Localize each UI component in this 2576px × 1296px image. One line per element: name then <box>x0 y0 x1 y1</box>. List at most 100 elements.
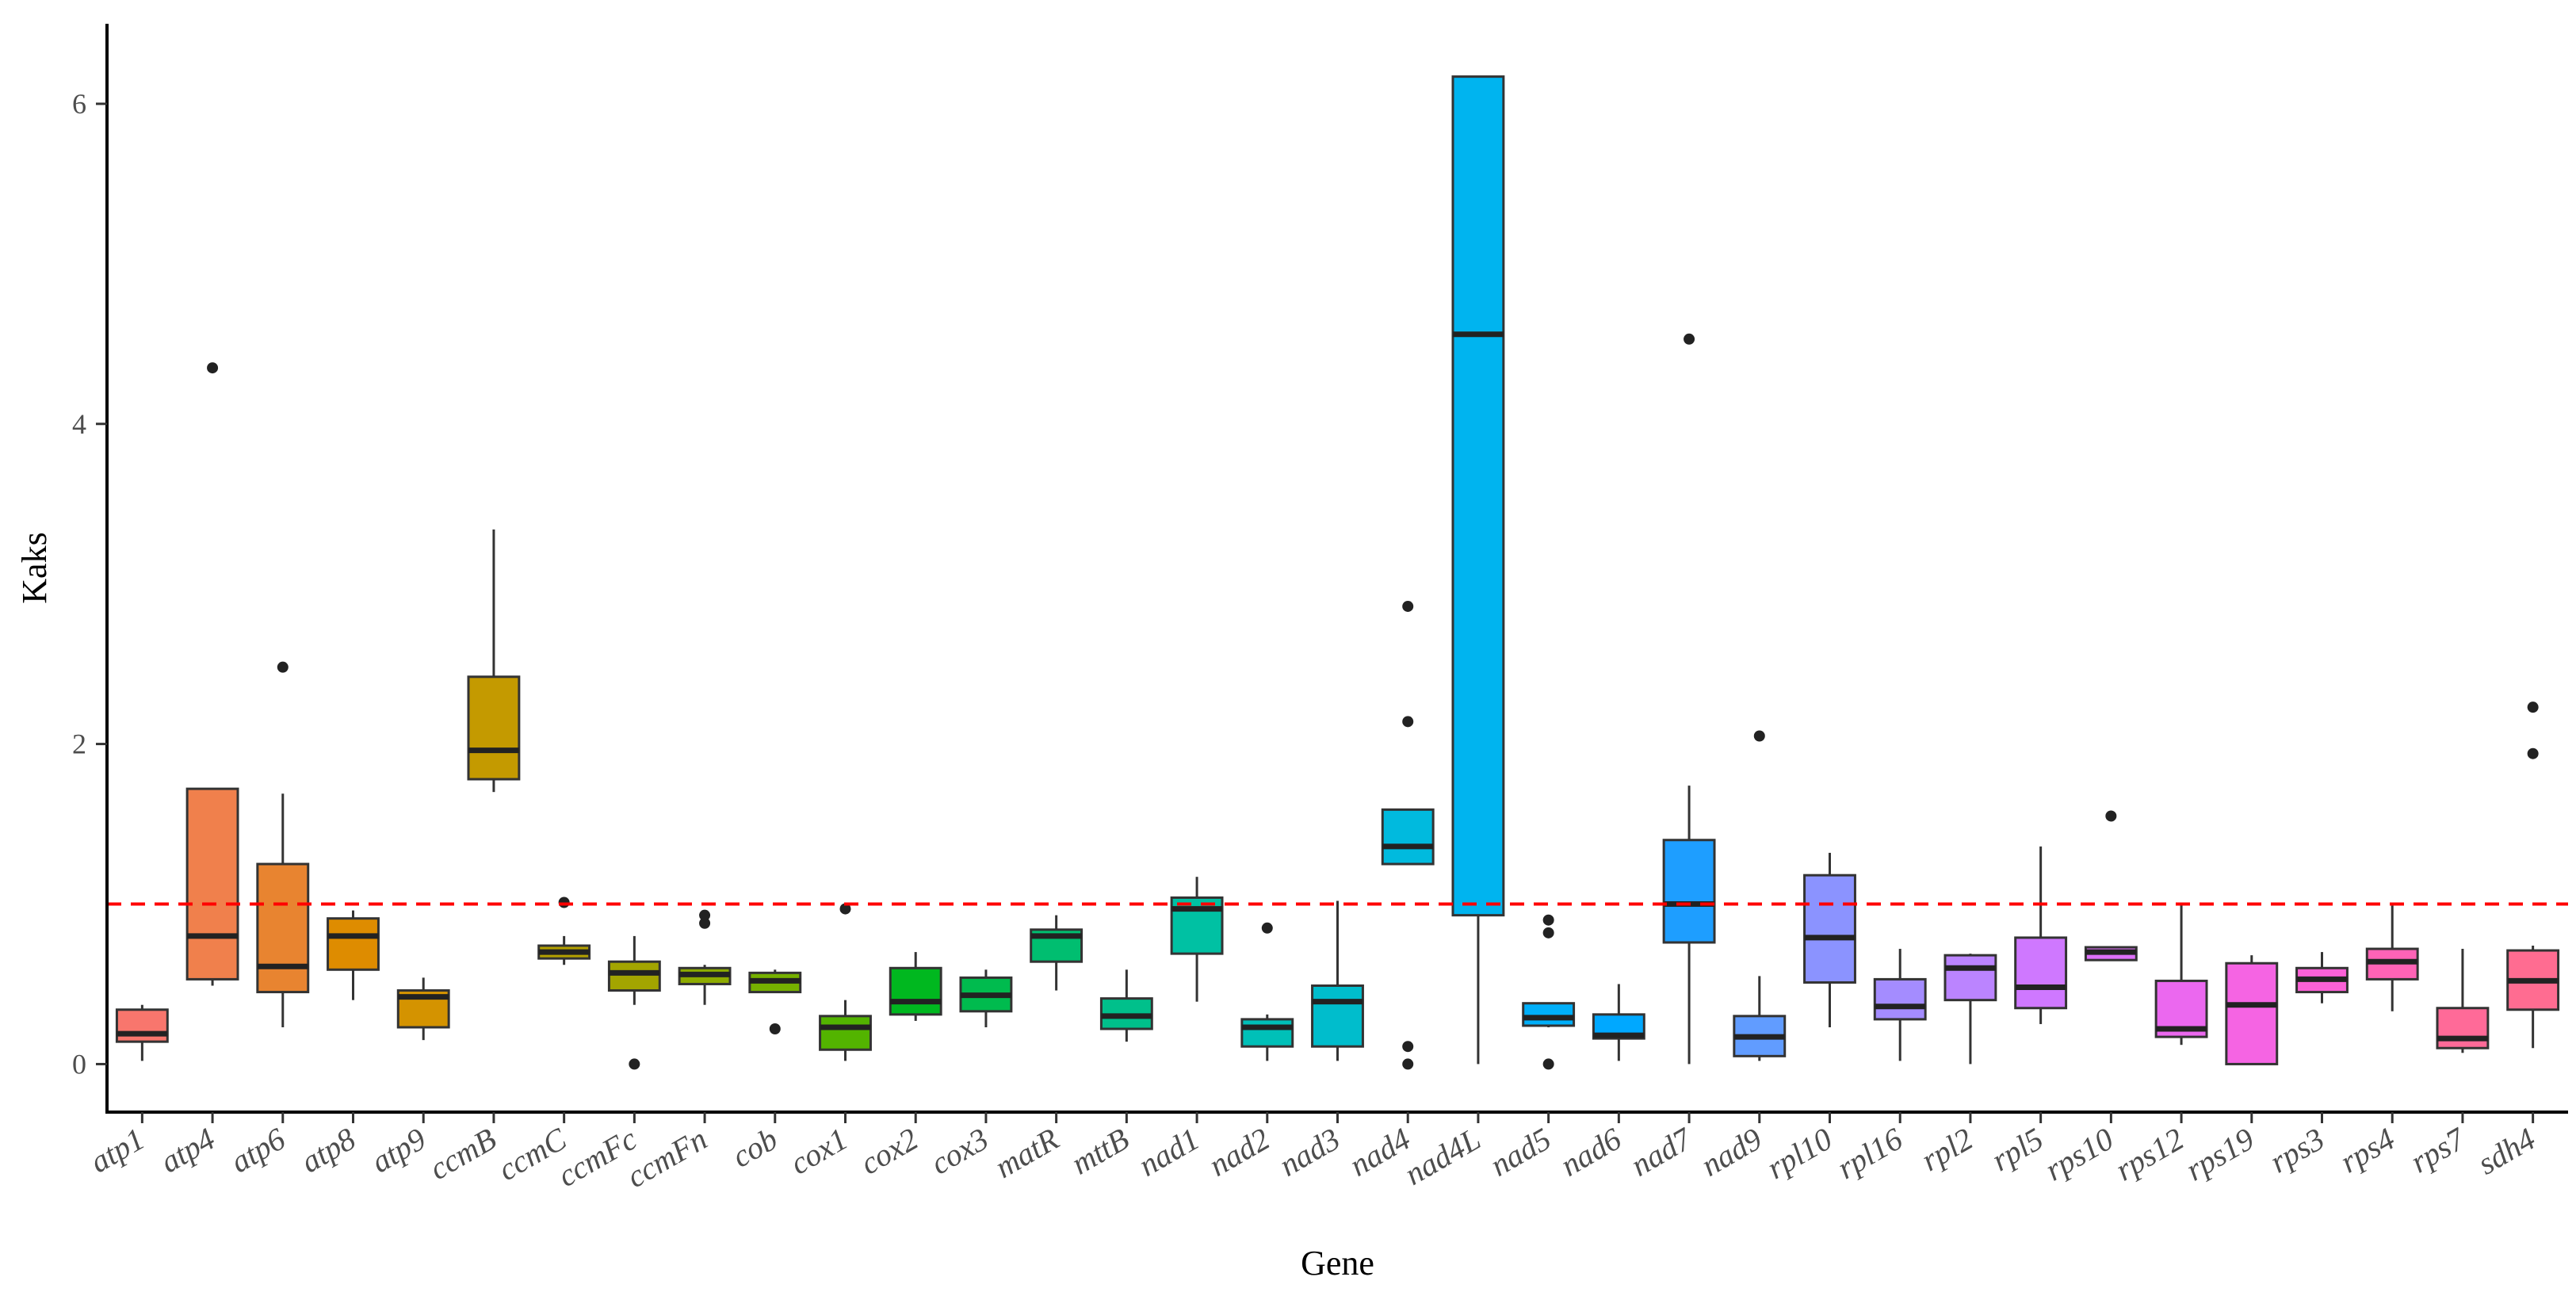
box-rpl2 <box>1943 954 1997 1065</box>
box-iqr <box>2436 1007 2490 1049</box>
x-tick-label-cox1: cox1 <box>784 1121 854 1182</box>
x-tick-label-nad5: nad5 <box>1484 1121 1557 1183</box>
outlier-point <box>1542 927 1554 939</box>
x-tick-label-rpl5: rpl5 <box>1986 1121 2049 1178</box>
box-iqr <box>2225 961 2279 1065</box>
x-tick-label-ccmFn: ccmFn <box>621 1121 713 1195</box>
box-iqr <box>115 1008 169 1043</box>
box-iqr <box>1522 1002 1576 1027</box>
box-ccmFc <box>607 935 661 1070</box>
x-tick-label-rpl2: rpl2 <box>1915 1121 1978 1178</box>
box-iqr <box>327 917 380 971</box>
box-iqr <box>1240 1018 1294 1048</box>
box-iqr <box>889 966 942 1016</box>
box-iqr <box>607 960 661 992</box>
outlier-point <box>1402 1041 1414 1053</box>
box-mttB <box>1099 969 1153 1042</box>
box-iqr <box>1170 896 1224 955</box>
box-iqr <box>256 862 310 994</box>
box-rpl10 <box>1803 852 1856 1027</box>
x-tick-label-rps19: rps19 <box>2180 1121 2260 1188</box>
outlier-point <box>1402 1058 1414 1070</box>
box-ccmC <box>537 896 591 965</box>
box-rps19 <box>2225 955 2279 1065</box>
outlier-point <box>699 917 711 929</box>
outlier-point <box>1542 914 1554 926</box>
box-nad5 <box>1522 914 1576 1070</box>
box-atp1 <box>115 1004 169 1061</box>
x-tick-label-nad4L: nad4L <box>1398 1121 1486 1192</box>
outlier-point <box>1261 922 1273 934</box>
x-tick-label-rpl10: rpl10 <box>1760 1121 1838 1186</box>
x-tick-label-ccmB: ccmB <box>423 1121 502 1187</box>
x-tick-label-nad7: nad7 <box>1625 1120 1699 1183</box>
x-tick-label-rpl16: rpl16 <box>1831 1121 1909 1186</box>
box-iqr <box>1873 977 1927 1021</box>
x-tick-label-atp4: atp4 <box>154 1121 220 1180</box>
box-atp9 <box>396 977 450 1041</box>
x-tick-label-atp1: atp1 <box>84 1121 151 1180</box>
y-axis: 0 2 4 6 <box>72 88 107 1080</box>
x-tick-label-sdh4: sdh4 <box>2471 1121 2541 1182</box>
outlier-point <box>277 661 289 673</box>
box-iqr <box>185 787 239 981</box>
box-nad4L <box>1451 75 1505 1065</box>
y-tick-label: 4 <box>72 408 86 440</box>
x-tick-label-mttB: mttB <box>1065 1121 1135 1182</box>
box-iqr <box>819 1015 872 1051</box>
x-tick-label-nad2: nad2 <box>1203 1121 1276 1183</box>
box-cob <box>748 969 802 1035</box>
x-tick-label-ccmFc: ccmFc <box>552 1121 643 1194</box>
y-tick-label: 2 <box>72 728 86 760</box>
x-tick-label-atp6: atp6 <box>224 1121 291 1180</box>
outlier-point <box>2105 810 2117 822</box>
outlier-point <box>1402 600 1414 612</box>
x-tick-label-rps10: rps10 <box>2039 1121 2119 1188</box>
outlier-point <box>1753 730 1765 742</box>
x-tick-label-cox3: cox3 <box>925 1121 995 1182</box>
axis-lines <box>105 24 2568 1114</box>
x-axis-title: Gene <box>1301 1244 1374 1283</box>
plot-area <box>115 75 2560 1070</box>
x-tick-label-nad6: nad6 <box>1554 1121 1627 1183</box>
x-tick-label-matR: matR <box>989 1121 1065 1185</box>
box-iqr <box>1381 808 1435 866</box>
box-matR <box>1030 915 1084 991</box>
box-rps7 <box>2436 949 2490 1053</box>
x-tick-label-rps12: rps12 <box>2109 1121 2189 1188</box>
box-iqr <box>1311 984 1364 1048</box>
box-nad6 <box>1592 984 1645 1061</box>
box-rps4 <box>2365 905 2419 1011</box>
box-rps12 <box>2154 904 2208 1046</box>
outlier-point <box>1402 716 1414 728</box>
box-nad3 <box>1311 900 1364 1061</box>
y-tick-label: 0 <box>72 1048 86 1080</box>
outlier-point <box>558 896 570 908</box>
box-atp8 <box>327 910 380 1000</box>
x-tick-label-nad3: nad3 <box>1273 1121 1346 1183</box>
x-tick-label-nad1: nad1 <box>1133 1121 1206 1183</box>
outlier-point <box>1542 1058 1554 1070</box>
box-nad4 <box>1381 600 1435 1070</box>
box-cox2 <box>889 952 942 1021</box>
x-tick-label-rps7: rps7 <box>2404 1120 2472 1180</box>
box-iqr <box>1943 954 1997 1002</box>
box-iqr <box>2014 936 2068 1010</box>
x-tick-label-atp8: atp8 <box>295 1121 361 1180</box>
outlier-point <box>629 1058 640 1070</box>
box-rps10 <box>2084 810 2138 961</box>
box-cox1 <box>819 903 872 1061</box>
x-tick-label-nad9: nad9 <box>1695 1121 1768 1183</box>
box-sdh4 <box>2506 702 2560 1049</box>
y-tick-label: 6 <box>72 88 86 120</box>
outlier-point <box>839 903 851 915</box>
box-nad2 <box>1240 922 1294 1061</box>
box-nad9 <box>1733 730 1787 1061</box>
box-nad1 <box>1170 877 1224 1002</box>
outlier-point <box>207 362 219 374</box>
x-tick-label-rps4: rps4 <box>2334 1121 2401 1180</box>
outlier-point <box>1684 333 1695 345</box>
outlier-point <box>769 1023 781 1035</box>
